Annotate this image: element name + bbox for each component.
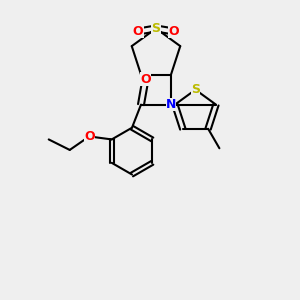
Text: O: O xyxy=(169,25,179,38)
Text: S: S xyxy=(152,22,160,35)
Text: O: O xyxy=(84,130,94,143)
Text: O: O xyxy=(140,73,151,85)
Text: O: O xyxy=(133,25,143,38)
Text: S: S xyxy=(191,83,200,96)
Text: N: N xyxy=(166,98,176,111)
